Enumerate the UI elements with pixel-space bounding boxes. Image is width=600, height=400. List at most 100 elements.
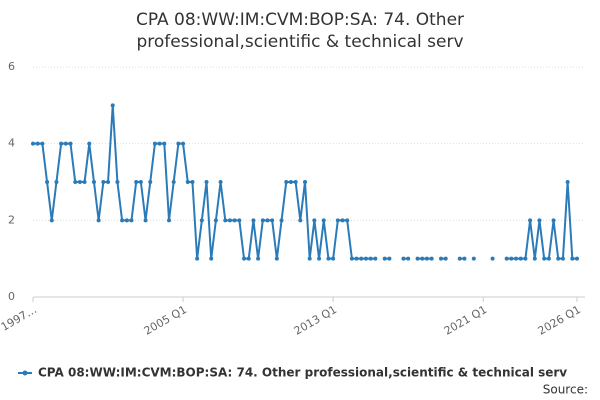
data-point <box>542 256 547 261</box>
data-point <box>40 141 45 146</box>
data-point <box>303 180 307 184</box>
data-point <box>110 103 115 108</box>
data-point <box>115 180 120 184</box>
data-point <box>77 180 82 184</box>
data-point <box>246 256 251 261</box>
data-point <box>293 180 298 184</box>
data-point <box>106 180 111 184</box>
data-point <box>570 256 575 261</box>
data-point <box>31 141 35 146</box>
data-point <box>260 218 265 223</box>
data-point <box>152 141 157 146</box>
data-point <box>49 218 54 223</box>
data-point <box>321 218 326 223</box>
data-point <box>382 256 387 261</box>
data-point <box>359 256 364 261</box>
y-tick-label: 4 <box>8 137 15 150</box>
data-point <box>462 256 467 261</box>
y-tick-label: 2 <box>8 213 15 226</box>
data-point <box>157 141 162 146</box>
data-point <box>82 180 87 184</box>
data-point <box>532 256 537 261</box>
y-tick-label: 6 <box>8 60 15 73</box>
data-point <box>73 180 78 184</box>
y-tick-label: 0 <box>8 290 15 303</box>
data-point <box>331 256 336 261</box>
data-point <box>537 218 542 223</box>
x-tick-label: 2026 Q1 <box>536 303 583 338</box>
data-point <box>237 218 242 223</box>
data-point <box>204 180 209 184</box>
data-point <box>345 218 350 223</box>
data-point <box>504 256 509 261</box>
data-point <box>509 256 514 261</box>
data-point <box>171 180 176 184</box>
data-point <box>138 180 143 184</box>
data-point <box>326 256 331 261</box>
data-point <box>59 141 64 146</box>
data-point <box>143 218 148 223</box>
data-point <box>134 180 139 184</box>
data-point <box>101 180 106 184</box>
data-point <box>518 256 523 261</box>
data-point <box>176 141 181 146</box>
data-point <box>288 180 293 184</box>
data-point <box>124 218 129 223</box>
data-point <box>443 256 448 261</box>
data-point <box>363 256 368 261</box>
data-point <box>387 256 392 261</box>
data-point <box>471 256 476 261</box>
data-point <box>148 180 153 184</box>
data-point <box>528 218 533 223</box>
data-point <box>546 256 551 261</box>
data-point <box>256 256 261 261</box>
data-point <box>68 141 73 146</box>
chart-title: professional,scientific & technical serv <box>136 32 463 52</box>
series-line <box>33 105 577 260</box>
data-point <box>199 218 204 223</box>
source-label: Source: <box>543 383 588 397</box>
data-point <box>424 256 429 261</box>
data-point <box>218 180 223 184</box>
data-point <box>551 218 556 223</box>
data-point <box>354 256 359 261</box>
data-point <box>227 218 232 223</box>
data-point <box>54 180 59 184</box>
data-point <box>242 256 247 261</box>
x-tick-label: 2013 Q1 <box>292 303 339 338</box>
data-point <box>91 180 96 184</box>
x-tick-label: 2021 Q1 <box>442 303 489 338</box>
data-point <box>415 256 420 261</box>
data-point <box>279 218 284 223</box>
data-point <box>335 218 340 223</box>
data-point <box>340 218 345 223</box>
chart-title: CPA 08:WW:IM:CVM:BOP:SA: 74. Other <box>136 10 464 30</box>
data-point <box>265 218 270 223</box>
data-point <box>401 256 406 261</box>
data-point <box>251 218 256 223</box>
data-point <box>349 256 354 261</box>
data-point <box>284 180 289 184</box>
data-point <box>195 256 200 261</box>
data-point <box>514 256 519 261</box>
data-point <box>523 256 528 261</box>
data-point <box>312 218 317 223</box>
data-point <box>274 256 279 261</box>
data-point <box>270 218 275 223</box>
data-point <box>368 256 373 261</box>
data-point <box>162 141 167 146</box>
data-point <box>129 218 134 223</box>
data-point <box>556 256 561 261</box>
data-point <box>420 256 425 261</box>
data-point <box>120 218 125 223</box>
data-point <box>209 256 214 261</box>
legend-label: CPA 08:WW:IM:CVM:BOP:SA: 74. Other profe… <box>38 366 567 380</box>
data-point <box>298 218 303 223</box>
data-point <box>457 256 462 261</box>
data-point <box>439 256 443 261</box>
data-point <box>429 256 434 261</box>
data-point <box>96 218 101 223</box>
data-point <box>167 218 171 223</box>
data-point <box>373 256 378 261</box>
